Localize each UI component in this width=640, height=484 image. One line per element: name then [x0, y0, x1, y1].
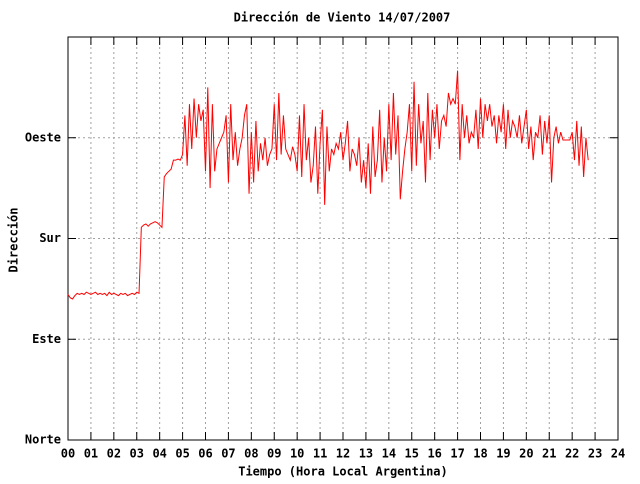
x-tick-label: 10 [290, 447, 304, 461]
x-tick-label: 01 [84, 447, 98, 461]
x-tick-label: 02 [107, 447, 121, 461]
y-tick-label: Sur [39, 231, 61, 245]
x-tick-label: 09 [267, 447, 281, 461]
x-tick-label: 19 [496, 447, 510, 461]
x-axis-label: Tiempo (Hora Local Argentina) [238, 465, 448, 479]
x-tick-label: 08 [244, 447, 258, 461]
x-tick-label: 18 [473, 447, 487, 461]
x-tick-label: 22 [565, 447, 579, 461]
x-tick-label: 05 [175, 447, 189, 461]
x-tick-label: 20 [519, 447, 533, 461]
y-axis-label: Dirección [7, 207, 21, 272]
x-tick-label: 07 [221, 447, 235, 461]
y-tick-label: Norte [25, 433, 61, 447]
x-tick-label: 03 [130, 447, 144, 461]
x-tick-label: 24 [611, 447, 625, 461]
x-tick-label: 15 [405, 447, 419, 461]
x-tick-label: 13 [359, 447, 373, 461]
x-tick-label: 00 [61, 447, 75, 461]
x-tick-label: 17 [450, 447, 464, 461]
plot-border [67, 36, 619, 441]
y-tick-label: Este [32, 332, 61, 346]
data-line [67, 70, 589, 300]
y-tick-label: Oeste [25, 130, 61, 144]
x-tick-label: 14 [382, 447, 396, 461]
x-tick-label: 12 [336, 447, 350, 461]
x-tick-label: 06 [198, 447, 212, 461]
x-tick-label: 23 [588, 447, 602, 461]
x-tick-label: 21 [542, 447, 556, 461]
x-tick-label: 16 [427, 447, 441, 461]
chart-title: Dirección de Viento 14/07/2007 [234, 11, 451, 25]
x-tick-label: 04 [152, 447, 166, 461]
x-tick-label: 11 [313, 447, 327, 461]
